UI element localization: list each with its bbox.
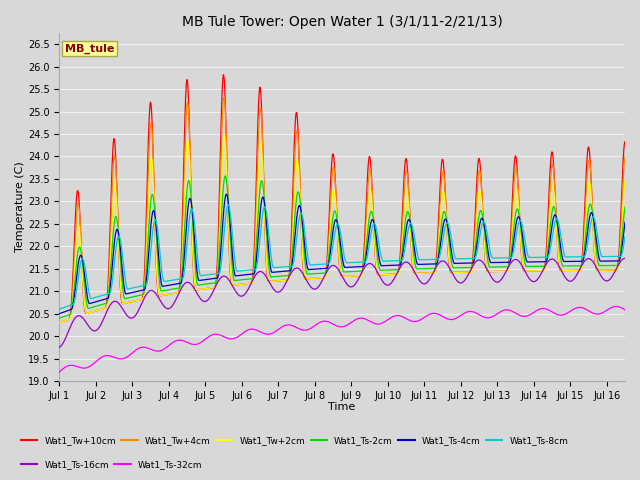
Text: MB_tule: MB_tule: [65, 43, 115, 54]
Legend: Wat1_Ts-16cm, Wat1_Ts-32cm: Wat1_Ts-16cm, Wat1_Ts-32cm: [17, 457, 206, 473]
Title: MB Tule Tower: Open Water 1 (3/1/11-2/21/13): MB Tule Tower: Open Water 1 (3/1/11-2/21…: [182, 15, 502, 29]
Y-axis label: Temperature (C): Temperature (C): [15, 162, 25, 252]
Legend: Wat1_Tw+10cm, Wat1_Tw+4cm, Wat1_Tw+2cm, Wat1_Ts-2cm, Wat1_Ts-4cm, Wat1_Ts-8cm: Wat1_Tw+10cm, Wat1_Tw+4cm, Wat1_Tw+2cm, …: [17, 433, 572, 449]
X-axis label: Time: Time: [328, 402, 356, 412]
